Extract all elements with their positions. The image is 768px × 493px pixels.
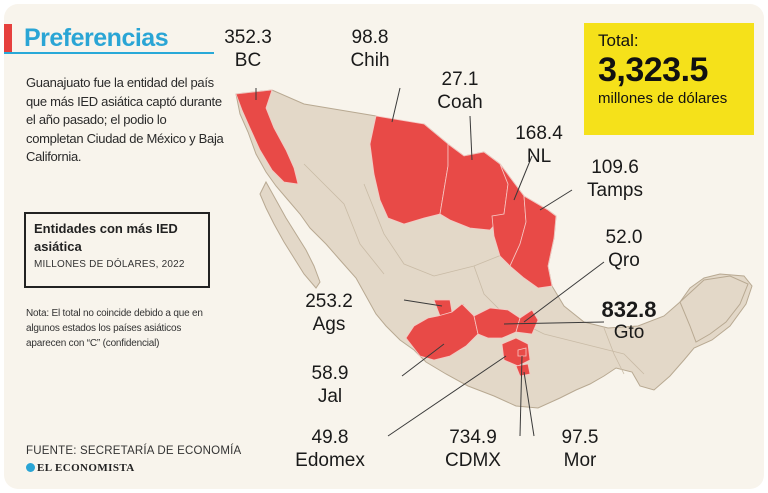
state-value-qro: 52.0 bbox=[605, 227, 643, 248]
state-name-ags: Ags bbox=[312, 314, 346, 335]
state-name-tamps: Tamps bbox=[587, 180, 643, 201]
footnote: Nota: El total no coincide debido a que … bbox=[26, 308, 203, 349]
state-name-chih: Chih bbox=[350, 50, 390, 71]
state-value-gto: 832.8 bbox=[601, 297, 657, 322]
page-title: Preferencias bbox=[24, 24, 169, 52]
total-value: 3,323.5 bbox=[598, 51, 708, 89]
state-value-bc: 352.3 bbox=[224, 27, 272, 48]
state-bc bbox=[235, 89, 299, 185]
highlighted-states bbox=[235, 89, 557, 377]
state-name-mor: Mor bbox=[563, 450, 597, 471]
leader-lines bbox=[255, 87, 605, 437]
state-value-ags: 253.2 bbox=[305, 291, 353, 312]
yucatan-landmass bbox=[679, 275, 749, 343]
state-value-jal: 58.9 bbox=[311, 363, 349, 384]
brand-logo: EL ECONOMISTA bbox=[26, 462, 135, 474]
state-label-bc: 352.3 BC bbox=[218, 26, 278, 72]
legend-box: Entidades con más IED asiática MILLONES … bbox=[24, 212, 210, 288]
mexico-map bbox=[235, 87, 753, 437]
state-name-coah: Coah bbox=[437, 92, 483, 113]
state-label-chih: 98.8 Chih bbox=[340, 26, 400, 72]
state-label-mor: 97.5 Mor bbox=[552, 426, 608, 472]
state-value-nl: 168.4 bbox=[515, 123, 563, 144]
state-coah bbox=[439, 143, 509, 231]
state-mor bbox=[515, 363, 531, 377]
state-label-cdmx: 734.9 CDMX bbox=[438, 426, 508, 472]
state-value-mor: 97.5 bbox=[561, 427, 599, 448]
legend-unit: MILLONES DE DÓLARES, 2022 bbox=[34, 259, 185, 270]
total-box: Total: 3,323.5 millones de dólares bbox=[584, 23, 754, 135]
intro-text: Guanajuato fue la entidad del país que m… bbox=[26, 75, 224, 164]
total-unit: millones de dólares bbox=[598, 90, 728, 107]
state-label-coah: 27.1 Coah bbox=[430, 68, 490, 114]
state-label-jal: 58.9 Jal bbox=[300, 362, 360, 408]
total-label: Total: bbox=[598, 31, 639, 50]
infographic-frame: Preferencias Guanajuato fue la entidad d… bbox=[4, 4, 764, 489]
state-name-nl: NL bbox=[526, 146, 552, 167]
state-nl bbox=[491, 163, 527, 267]
title-bar: Preferencias bbox=[4, 24, 214, 54]
state-name-qro: Qro bbox=[608, 250, 640, 271]
state-value-tamps: 109.6 bbox=[591, 157, 639, 178]
bcs-landmass bbox=[259, 180, 321, 289]
state-value-coah: 27.1 bbox=[441, 69, 479, 90]
state-value-cdmx: 734.9 bbox=[449, 427, 497, 448]
state-label-qro: 52.0 Qro bbox=[594, 226, 654, 272]
state-label-gto: 832.8 Gto bbox=[584, 298, 674, 344]
source-credit: FUENTE: SECRETARÍA DE ECONOMÍA bbox=[26, 445, 242, 457]
title-accent-bar bbox=[4, 24, 12, 52]
state-cdmx bbox=[517, 347, 527, 357]
state-value-chih: 98.8 bbox=[351, 27, 389, 48]
state-label-ags: 253.2 Ags bbox=[294, 290, 364, 336]
state-name-gto: Gto bbox=[613, 322, 645, 343]
state-name-edomex: Edomex bbox=[295, 450, 365, 471]
state-value-edomex: 49.8 bbox=[311, 427, 349, 448]
brand-name: EL ECONOMISTA bbox=[37, 462, 135, 474]
legend-title: Entidades con más IED asiática bbox=[34, 221, 178, 254]
state-tamps bbox=[509, 195, 557, 289]
state-label-tamps: 109.6 Tamps bbox=[580, 156, 650, 202]
state-edomex bbox=[501, 337, 531, 367]
state-name-cdmx: CDMX bbox=[445, 450, 501, 471]
mexico-landmass bbox=[235, 89, 753, 409]
state-label-edomex: 49.8 Edomex bbox=[290, 426, 370, 472]
state-name-jal: Jal bbox=[317, 386, 343, 407]
brand-dot-icon bbox=[26, 463, 35, 472]
state-name-bc: BC bbox=[234, 50, 262, 71]
state-label-nl: 168.4 NL bbox=[504, 122, 574, 168]
